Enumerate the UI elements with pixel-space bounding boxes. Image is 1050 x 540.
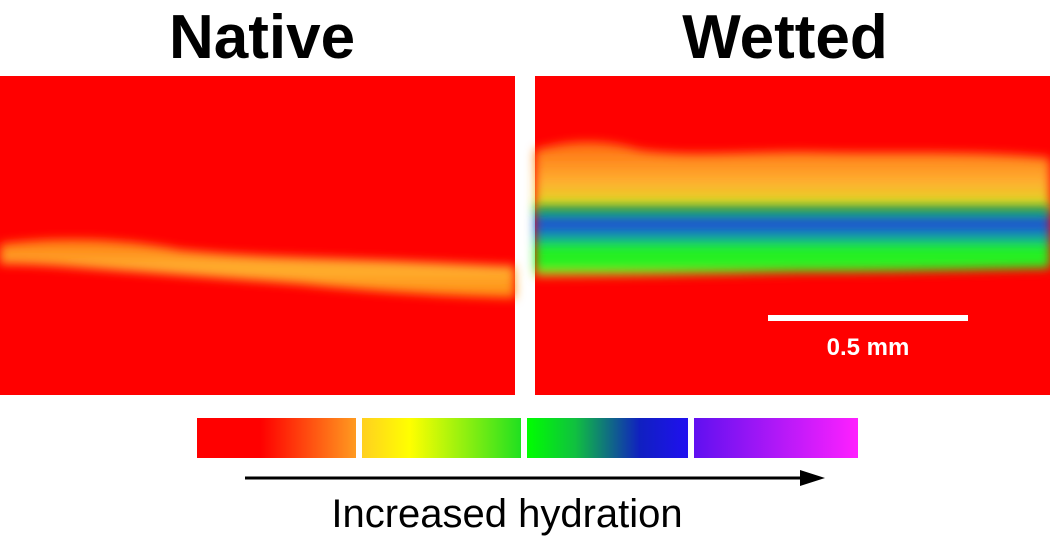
native-panel — [0, 76, 515, 395]
scale-label: 0.5 mm — [827, 334, 910, 361]
hydration-band — [535, 206, 1050, 276]
colorbar-caption: Increased hydration — [331, 492, 682, 536]
arrow-head — [800, 470, 825, 486]
colorbar — [197, 418, 858, 458]
panel-title: Native — [169, 3, 355, 72]
colorbar-segment — [362, 418, 521, 458]
panel-background — [0, 76, 515, 395]
hydration-band — [535, 141, 1050, 210]
wetted-panel: 0.5 mm — [535, 76, 1050, 395]
colorbar-segment — [694, 418, 858, 458]
hydration-band — [0, 239, 515, 298]
colorbar-segment — [527, 418, 688, 458]
colorbar-segment — [197, 418, 356, 458]
panel-title: Wetted — [682, 3, 888, 72]
